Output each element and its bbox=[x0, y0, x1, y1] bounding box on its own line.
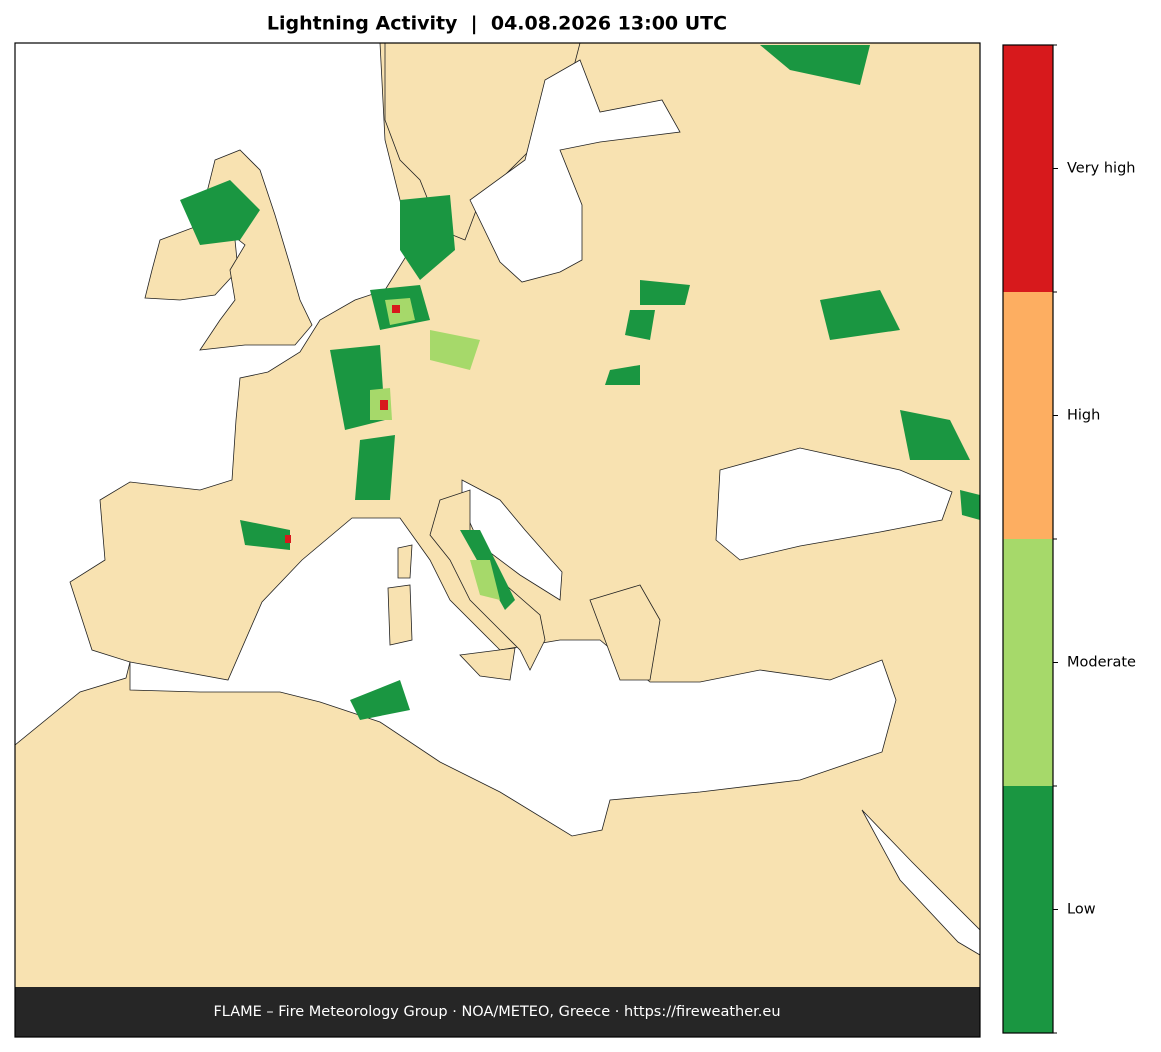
colorbar-frame bbox=[1002, 44, 1054, 1034]
mediterranean bbox=[129, 517, 897, 837]
colorbar: Low Moderate High Very high bbox=[1002, 44, 1136, 1034]
greece bbox=[589, 584, 661, 681]
corsica bbox=[397, 544, 413, 579]
colorbar-label: Very high bbox=[1067, 161, 1135, 177]
colorbar-label: Low bbox=[1067, 902, 1096, 918]
map-frame bbox=[14, 42, 981, 1038]
title: Lightning Activity | 04.08.2026 13:00 UT… bbox=[267, 13, 727, 35]
sardinia bbox=[387, 584, 413, 646]
colorbar-segment bbox=[1003, 539, 1053, 786]
footer-text: FLAME – Fire Meteorology Group · NOA/MET… bbox=[213, 1004, 780, 1020]
colorbar-segment bbox=[1003, 292, 1053, 539]
colorbar-segment bbox=[1003, 786, 1053, 1033]
red-sea bbox=[861, 809, 980, 956]
colorbar-segment bbox=[1003, 45, 1053, 292]
colorbar-label: High bbox=[1067, 408, 1100, 424]
colorbar-label: Moderate bbox=[1067, 655, 1136, 671]
lightning-cells bbox=[180, 45, 980, 720]
black-sea bbox=[715, 447, 953, 561]
map bbox=[15, 43, 980, 1037]
sicily bbox=[459, 647, 516, 681]
footer-band bbox=[15, 987, 980, 1037]
baltic bbox=[469, 59, 681, 283]
